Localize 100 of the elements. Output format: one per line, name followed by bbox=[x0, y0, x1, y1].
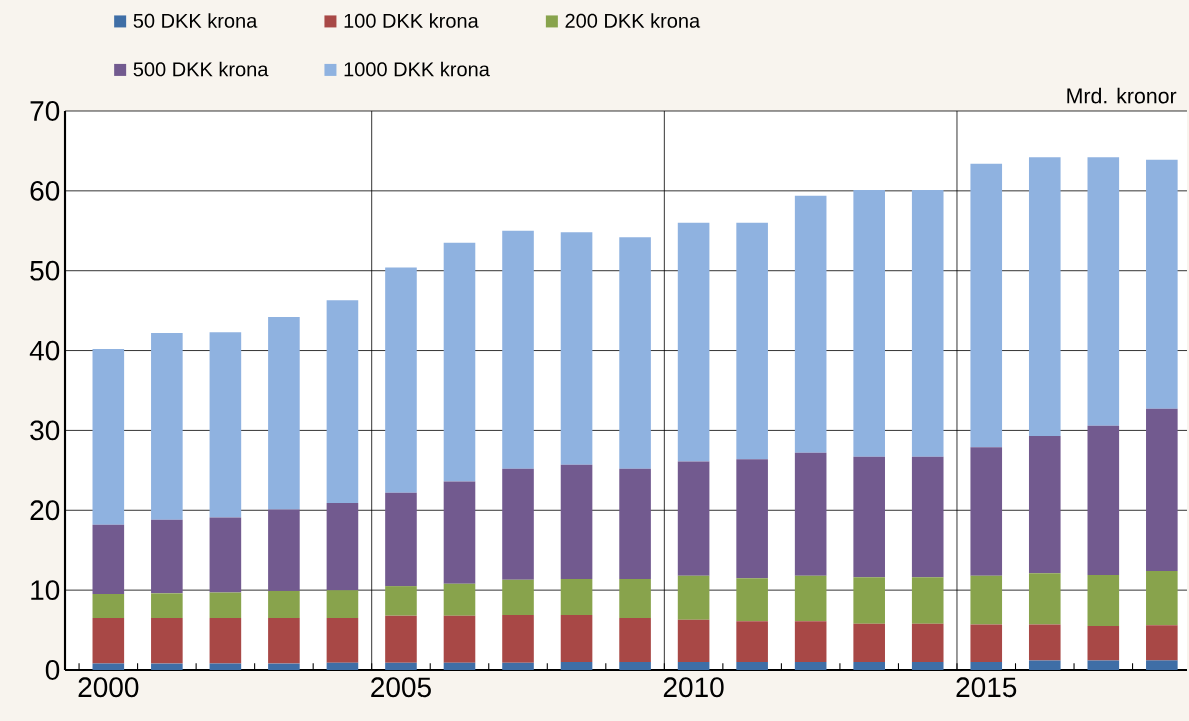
bar bbox=[794, 452, 827, 576]
bar bbox=[268, 317, 300, 510]
bar bbox=[385, 615, 417, 663]
bar bbox=[268, 618, 300, 664]
x-tick-label: 2015 bbox=[956, 677, 1017, 698]
bar bbox=[736, 459, 768, 579]
bar bbox=[326, 503, 359, 591]
bar bbox=[1146, 570, 1178, 626]
bar bbox=[1087, 157, 1120, 426]
bar bbox=[151, 618, 183, 664]
bar bbox=[560, 464, 593, 579]
bar bbox=[1028, 624, 1061, 661]
bar bbox=[677, 222, 710, 462]
y-tick-label: 0 bbox=[45, 660, 60, 680]
bar bbox=[677, 575, 710, 620]
bar bbox=[853, 623, 885, 662]
bar bbox=[92, 524, 125, 595]
bar bbox=[619, 578, 651, 619]
legend-label: 200 DKK krona bbox=[565, 13, 701, 28]
bar bbox=[326, 590, 359, 619]
bar bbox=[794, 621, 827, 662]
bar bbox=[502, 614, 534, 663]
bar bbox=[1087, 626, 1120, 661]
bar bbox=[911, 623, 944, 662]
bar bbox=[326, 618, 359, 663]
bar bbox=[560, 614, 593, 662]
bar bbox=[1087, 425, 1120, 575]
bar bbox=[443, 662, 476, 670]
bar bbox=[619, 618, 651, 662]
bar bbox=[1028, 436, 1061, 574]
bar bbox=[385, 267, 417, 493]
bar bbox=[794, 662, 827, 670]
bar bbox=[560, 232, 593, 465]
bar bbox=[385, 586, 417, 616]
y-tick-label: 70 bbox=[30, 101, 60, 121]
bar bbox=[209, 592, 242, 619]
bar bbox=[736, 662, 768, 670]
bar bbox=[619, 237, 651, 469]
y-axis-title: Mrd. kronor bbox=[1067, 87, 1177, 104]
bar bbox=[151, 593, 183, 619]
bar bbox=[560, 662, 593, 670]
bar bbox=[736, 578, 768, 622]
bar bbox=[151, 519, 183, 594]
bar bbox=[911, 456, 944, 578]
bar bbox=[209, 517, 242, 593]
bar bbox=[677, 461, 710, 576]
bar bbox=[92, 663, 125, 670]
bar bbox=[92, 348, 125, 525]
legend-label: 100 DKK krona bbox=[344, 13, 479, 28]
bar bbox=[326, 662, 359, 670]
bar bbox=[853, 190, 885, 457]
bar bbox=[268, 509, 300, 591]
bar bbox=[853, 662, 885, 670]
bar bbox=[794, 575, 827, 622]
bar bbox=[970, 575, 1003, 625]
bar bbox=[911, 190, 944, 457]
bar bbox=[502, 468, 534, 580]
bar bbox=[443, 615, 476, 663]
bar bbox=[619, 662, 651, 670]
bar bbox=[92, 594, 125, 619]
legend-label: 50 DKK krona bbox=[133, 13, 258, 28]
bar bbox=[911, 662, 944, 670]
bar bbox=[502, 579, 534, 615]
bar bbox=[1146, 625, 1178, 661]
bar bbox=[443, 583, 476, 616]
y-tick-label: 10 bbox=[31, 580, 60, 601]
bar bbox=[151, 332, 183, 520]
y-tick-label: 60 bbox=[30, 180, 60, 201]
bar bbox=[1087, 660, 1120, 670]
bar bbox=[209, 332, 242, 518]
bar bbox=[92, 618, 125, 664]
bar bbox=[326, 300, 359, 504]
y-tick-label: 40 bbox=[29, 340, 60, 361]
bar bbox=[385, 492, 417, 587]
bar bbox=[1028, 660, 1061, 670]
x-tick-label: 2000 bbox=[78, 677, 139, 698]
bar bbox=[677, 619, 710, 662]
bar bbox=[268, 590, 300, 619]
bar bbox=[443, 481, 476, 584]
bar bbox=[677, 662, 710, 670]
bar bbox=[736, 621, 768, 662]
bar bbox=[619, 468, 651, 579]
bar bbox=[560, 578, 593, 615]
bar bbox=[911, 577, 944, 624]
bar bbox=[853, 577, 885, 624]
bar bbox=[209, 618, 242, 664]
legend-label: 1000 DKK krona bbox=[344, 61, 490, 77]
bar bbox=[502, 230, 534, 469]
bar bbox=[970, 662, 1003, 670]
bar bbox=[970, 624, 1003, 662]
legend-label: 500 DKK krona bbox=[133, 61, 269, 77]
bar bbox=[209, 663, 242, 670]
bar bbox=[1028, 157, 1061, 436]
bar bbox=[794, 195, 827, 453]
bar bbox=[1146, 408, 1178, 571]
y-tick-label: 20 bbox=[30, 500, 60, 521]
bar bbox=[853, 456, 885, 578]
bar bbox=[502, 662, 534, 670]
y-tick-label: 50 bbox=[30, 260, 60, 281]
x-tick-label: 2005 bbox=[371, 677, 431, 698]
